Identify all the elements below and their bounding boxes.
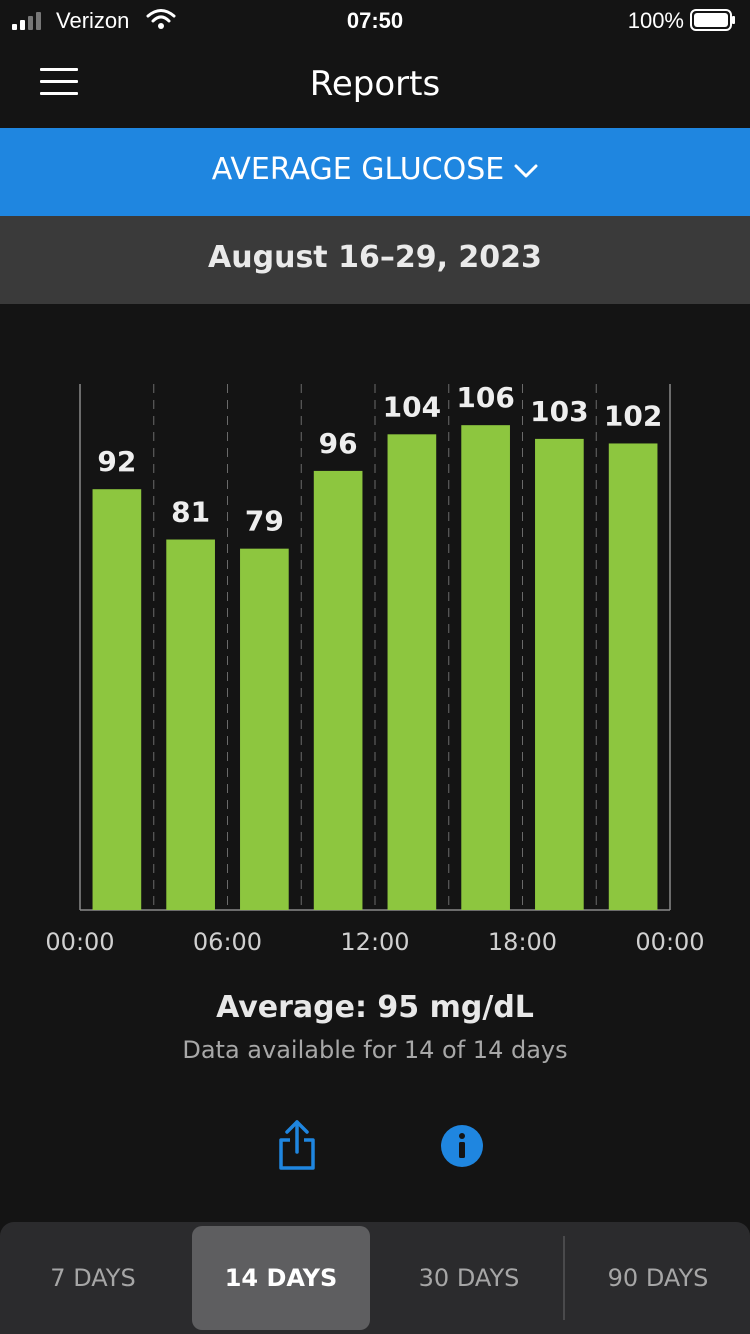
- tab-14-days[interactable]: 14 DAYS: [192, 1226, 370, 1330]
- metric-selector[interactable]: AVERAGE GLUCOSE: [0, 128, 750, 216]
- bar-value-label: 102: [604, 399, 662, 432]
- bar: [166, 539, 215, 910]
- tab-30-days[interactable]: 30 DAYS: [418, 1264, 520, 1292]
- data-availability-note: Data available for 14 of 14 days: [182, 1036, 568, 1064]
- wifi-icon: [146, 9, 176, 29]
- x-tick-label: 12:00: [340, 928, 409, 956]
- chevron-down-icon: [514, 164, 538, 177]
- hamburger-menu-icon[interactable]: [40, 68, 78, 98]
- x-tick-label: 00:00: [635, 928, 704, 956]
- bar: [535, 438, 584, 910]
- bar-value-label: 81: [171, 496, 210, 529]
- x-tick-label: 18:00: [488, 928, 557, 956]
- metric-selector-label: AVERAGE GLUCOSE: [211, 152, 505, 187]
- carrier-name: Verizon: [56, 8, 130, 33]
- bar: [92, 489, 142, 910]
- average-glucose-value: Average: 95 mg/dL: [216, 990, 534, 1025]
- status-time: 07:50: [346, 8, 404, 33]
- date-range-bar: August 16–29, 2023: [0, 216, 750, 304]
- bar: [461, 425, 510, 910]
- status-bar: Verizon 07:50 100%: [0, 0, 750, 40]
- bar-value-label: 92: [97, 445, 136, 478]
- tab-7-days[interactable]: 7 DAYS: [50, 1264, 136, 1292]
- bar: [240, 548, 289, 910]
- bar-value-label: 103: [530, 395, 588, 428]
- average-glucose-bar-chart: 92 81 79 96 104 106 103 102 00:00 06:00 12:00 18:00…: [45, 381, 704, 956]
- bar: [313, 470, 363, 910]
- bar-value-label: 104: [383, 390, 441, 423]
- period-tab-bar: 7 DAYS 14 DAYS 30 DAYS 90 DAYS: [0, 1222, 750, 1334]
- battery-icon: [690, 9, 735, 31]
- bar: [608, 443, 658, 910]
- bar-value-label: 106: [456, 381, 514, 414]
- x-tick-label: 00:00: [45, 928, 114, 956]
- bar: [387, 434, 437, 910]
- battery-percentage: 100%: [627, 8, 684, 33]
- share-icon[interactable]: [276, 1118, 318, 1172]
- tab-divider: [563, 1236, 565, 1320]
- x-tick-label: 06:00: [193, 928, 262, 956]
- page-title: Reports: [309, 64, 441, 104]
- info-icon[interactable]: [440, 1124, 484, 1168]
- tab-90-days[interactable]: 90 DAYS: [607, 1264, 709, 1292]
- bar-value-label: 96: [319, 427, 358, 460]
- navigation-bar: Reports: [0, 40, 750, 128]
- cellular-signal-icon: [12, 12, 41, 30]
- date-range: August 16–29, 2023: [208, 240, 542, 275]
- bar-value-label: 79: [245, 505, 284, 538]
